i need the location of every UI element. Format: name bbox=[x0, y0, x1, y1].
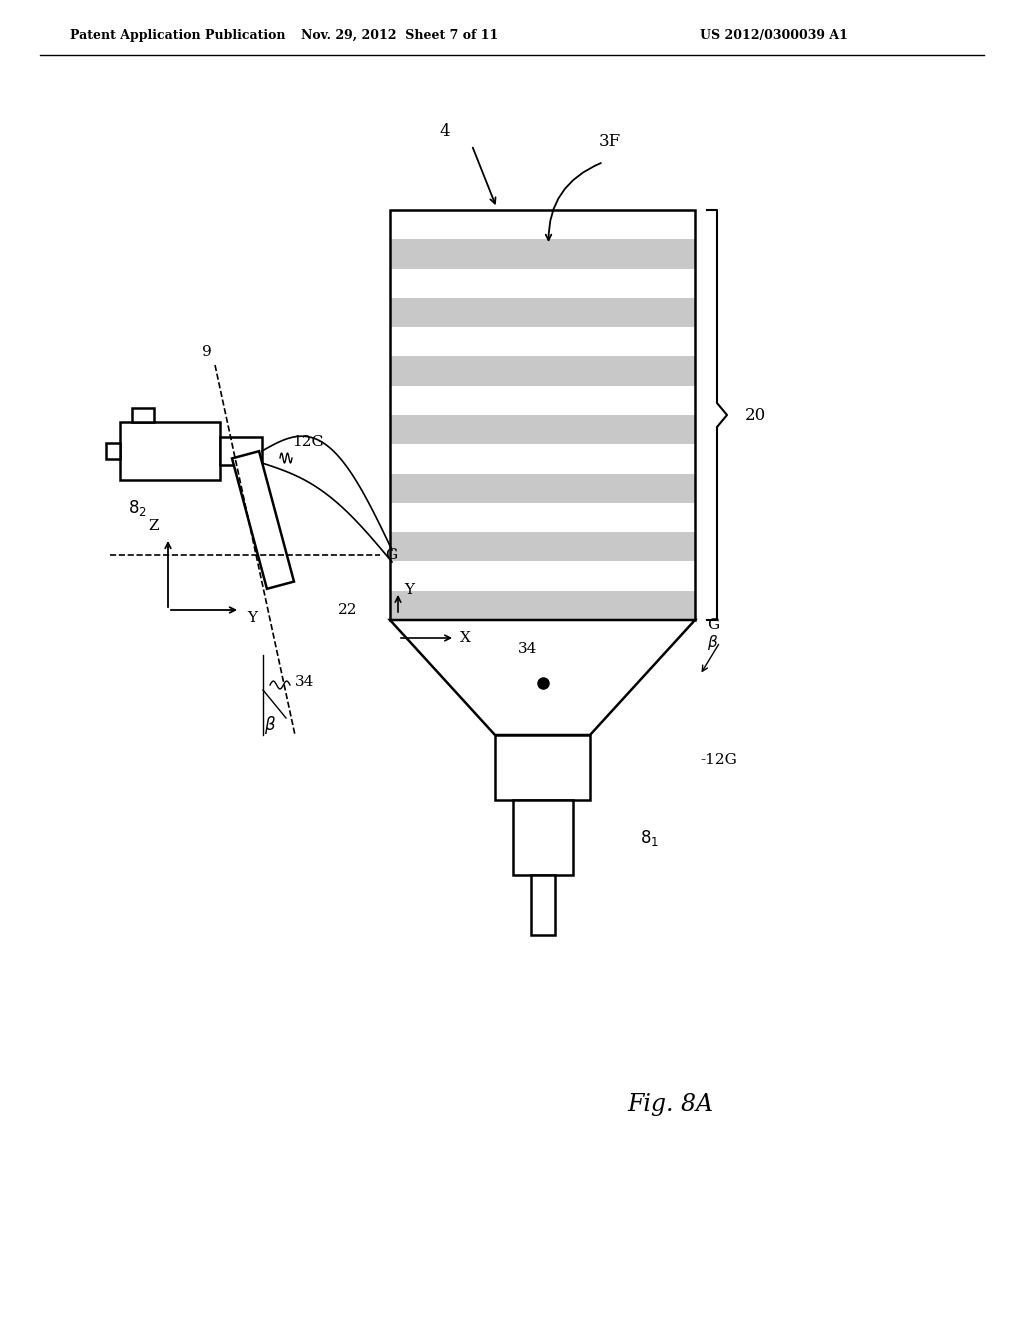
Bar bbox=[390, 268, 695, 298]
Bar bbox=[390, 503, 695, 532]
Text: 9: 9 bbox=[202, 345, 212, 359]
Bar bbox=[390, 532, 695, 561]
Text: $8_2$: $8_2$ bbox=[128, 498, 147, 517]
Text: 34: 34 bbox=[518, 642, 538, 656]
Text: Z: Z bbox=[148, 519, 160, 533]
Text: 12G: 12G bbox=[292, 436, 324, 449]
Text: X: X bbox=[460, 631, 471, 645]
Bar bbox=[390, 210, 695, 239]
Text: 4: 4 bbox=[439, 124, 451, 140]
Text: 3F: 3F bbox=[598, 133, 621, 150]
Polygon shape bbox=[390, 620, 695, 735]
Bar bbox=[390, 239, 695, 268]
Text: Nov. 29, 2012  Sheet 7 of 11: Nov. 29, 2012 Sheet 7 of 11 bbox=[301, 29, 499, 41]
Bar bbox=[220, 437, 262, 465]
Text: $\beta$: $\beta$ bbox=[264, 714, 276, 737]
Bar bbox=[106, 444, 120, 459]
Polygon shape bbox=[232, 451, 294, 589]
Text: 34: 34 bbox=[295, 675, 314, 689]
Bar bbox=[390, 356, 695, 385]
Text: US 2012/0300039 A1: US 2012/0300039 A1 bbox=[700, 29, 848, 41]
Bar bbox=[390, 591, 695, 620]
Text: $\beta$: $\beta$ bbox=[707, 632, 718, 652]
Text: -12G: -12G bbox=[700, 752, 737, 767]
Bar bbox=[390, 561, 695, 591]
Bar bbox=[132, 408, 154, 422]
Bar bbox=[390, 414, 695, 445]
Bar bbox=[390, 474, 695, 503]
Bar bbox=[390, 327, 695, 356]
Bar bbox=[512, 800, 572, 875]
Bar bbox=[390, 385, 695, 414]
Text: Y: Y bbox=[404, 583, 414, 597]
Bar bbox=[120, 422, 220, 480]
Text: Y: Y bbox=[247, 611, 257, 624]
Bar bbox=[390, 298, 695, 327]
Text: $8_1$: $8_1$ bbox=[640, 828, 659, 847]
Text: 20: 20 bbox=[745, 407, 766, 424]
Bar bbox=[390, 210, 695, 620]
Text: Patent Application Publication: Patent Application Publication bbox=[70, 29, 286, 41]
Bar bbox=[530, 875, 555, 935]
Text: G: G bbox=[707, 618, 719, 632]
Text: G: G bbox=[385, 548, 397, 562]
Text: 22: 22 bbox=[338, 603, 357, 616]
Bar bbox=[390, 445, 695, 474]
Bar bbox=[495, 735, 590, 800]
Text: Fig. 8A: Fig. 8A bbox=[627, 1093, 713, 1117]
